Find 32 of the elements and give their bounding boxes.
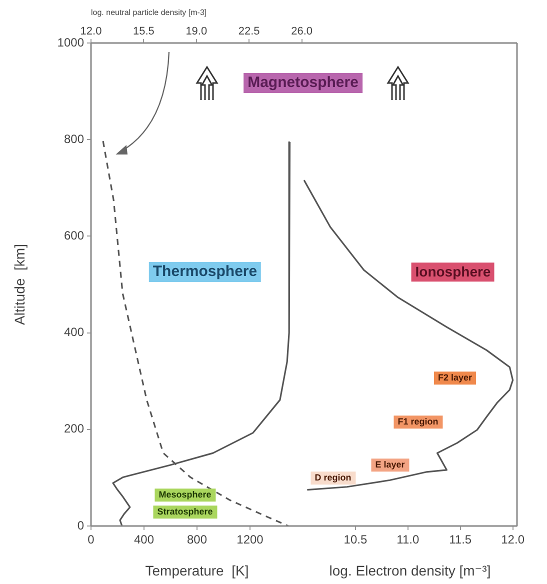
annotation: Mesosphere xyxy=(154,488,216,502)
annotation: Magnetosphere xyxy=(244,73,362,93)
annotation: D region xyxy=(310,472,356,484)
annotation: Ionosphere xyxy=(411,262,495,282)
annotation: F2 layer xyxy=(434,372,476,384)
y-tick-label: 1000 xyxy=(57,35,84,50)
x2-tick-label: 22.5 xyxy=(238,25,260,38)
x-tick-label: 10.5 xyxy=(344,532,368,547)
x-axis-title: Temperature [K] xyxy=(145,562,249,578)
y-tick-label: 600 xyxy=(64,228,84,243)
x-tick-label: 400 xyxy=(134,532,154,547)
x-axis-title: log. Electron density [m⁻³] xyxy=(329,562,491,578)
x-tick-label: 1200 xyxy=(236,532,264,547)
y-tick-label: 0 xyxy=(77,518,84,532)
y-axis-title: Altitude [km] xyxy=(11,244,28,325)
x-tick-label: 11.5 xyxy=(449,532,472,547)
x-tick-label: 800 xyxy=(186,532,208,547)
annotation: E layer xyxy=(371,458,409,472)
x2-tick-label: 15.5 xyxy=(132,25,154,38)
y-tick-label: 400 xyxy=(64,325,84,340)
x2-tick-label: 12.0 xyxy=(80,25,102,38)
x2-tick-label: 19.0 xyxy=(186,25,208,38)
y-tick-label: 800 xyxy=(64,132,84,146)
x2-tick-label: 26.0 xyxy=(291,25,313,38)
annotation: Thermosphere xyxy=(148,262,262,282)
x-tick-label: 11.0 xyxy=(396,532,420,547)
x-tick-label: 12.0 xyxy=(501,532,525,547)
y-tick-label: 200 xyxy=(64,422,84,436)
annotation: F1 region xyxy=(394,416,442,428)
x2-axis-title: log. neutral particle density [m-3] xyxy=(91,8,207,18)
x-tick-label: 0 xyxy=(88,532,95,547)
annotation: Stratosphere xyxy=(153,506,217,518)
